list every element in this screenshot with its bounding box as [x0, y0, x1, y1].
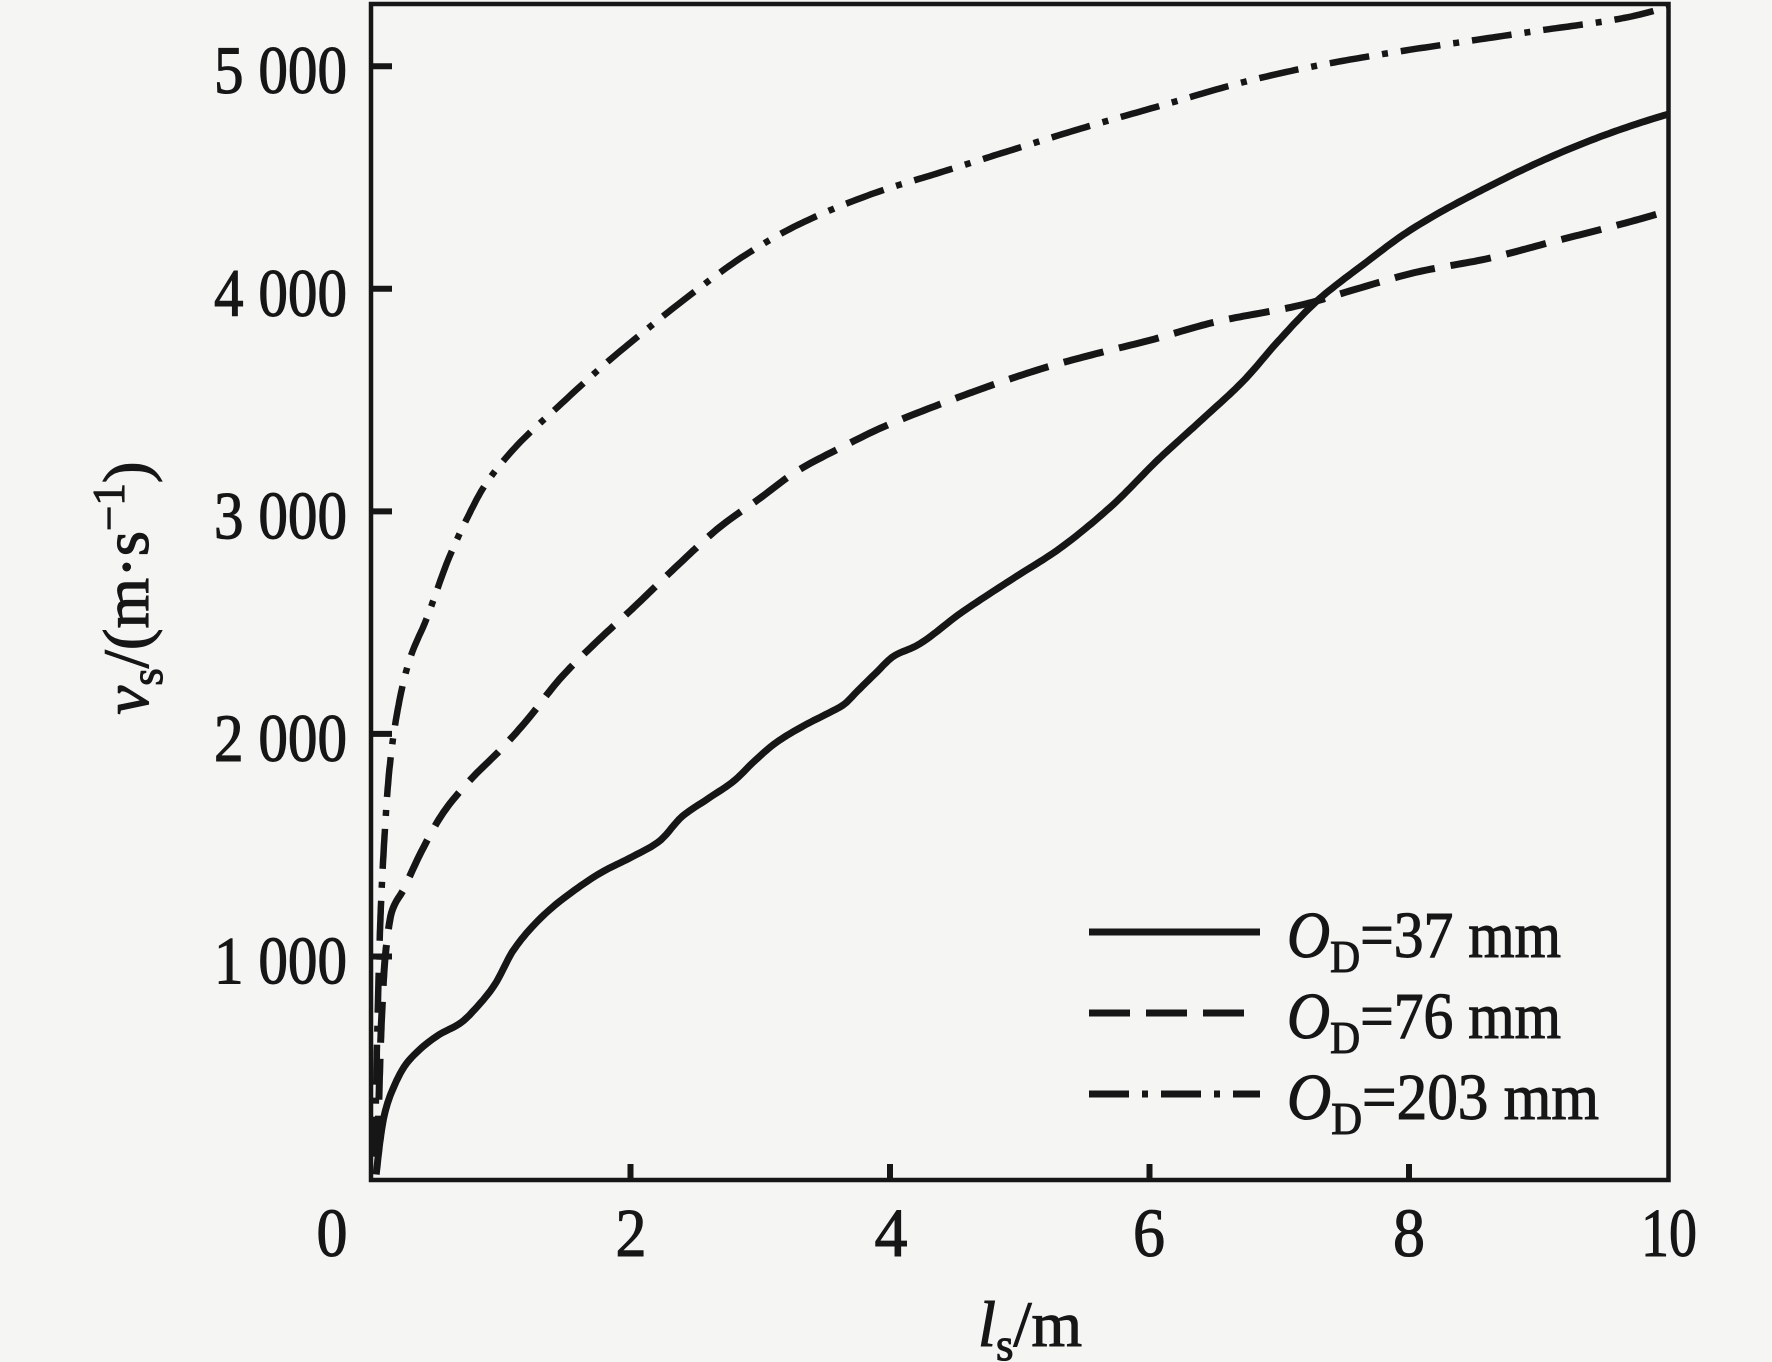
svg-text:2: 2	[616, 1195, 647, 1271]
svg-text:10: 10	[1641, 1195, 1697, 1271]
svg-text:5 000: 5 000	[214, 32, 347, 108]
svg-text:8: 8	[1393, 1195, 1425, 1271]
svg-text:0: 0	[317, 1195, 348, 1271]
svg-text:4 000: 4 000	[214, 255, 347, 331]
svg-text:3 000: 3 000	[214, 477, 347, 553]
svg-text:OD=76 mm: OD=76 mm	[1287, 980, 1561, 1063]
svg-text:OD=203 mm: OD=203 mm	[1287, 1061, 1599, 1144]
svg-text:2 000: 2 000	[214, 700, 347, 776]
svg-text:6: 6	[1133, 1195, 1165, 1271]
svg-text:ls/m: ls/m	[978, 1289, 1082, 1362]
svg-text:4: 4	[875, 1195, 908, 1271]
svg-text:vs/(m·s−1): vs/(m·s−1)	[84, 461, 172, 714]
svg-text:1 000: 1 000	[214, 923, 347, 999]
svg-text:OD=37 mm: OD=37 mm	[1287, 899, 1561, 982]
